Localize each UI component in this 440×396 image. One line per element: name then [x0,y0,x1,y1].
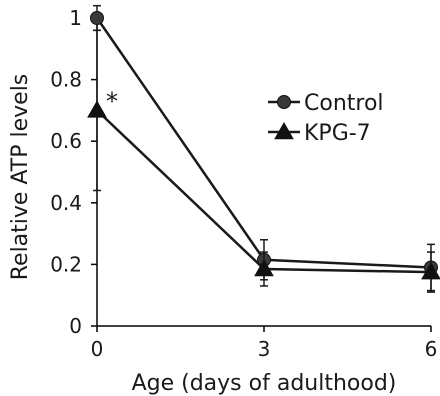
legend-label: Control [304,91,384,116]
axes: 0 0.2 0.4 0.6 0.8 1 0 3 6 [50,6,437,361]
legend-marker [277,95,291,109]
data-point [90,11,104,25]
data-point [421,262,440,280]
series-kpg-7 [87,29,440,293]
legend: Control KPG-7 [268,91,384,146]
data-point [254,259,274,277]
y-tick-label: 0.4 [50,191,82,215]
x-tick-label: 3 [258,337,271,361]
y-tick-label: 0.6 [50,129,82,153]
y-tick-label: 1 [69,6,82,30]
x-tick-label: 6 [425,337,438,361]
legend-marker [274,121,294,140]
y-axis-label: Relative ATP levels [8,74,33,281]
significance-annotation: * [106,87,118,115]
legend-label: KPG-7 [304,121,371,146]
plot-area: * [87,4,440,293]
x-axis-label: Age (days of adulthood) [132,371,397,396]
data-point [87,100,107,118]
y-tick-label: 0.8 [50,68,82,92]
y-tick-label: 0 [69,314,82,338]
y-tick-label: 0.2 [50,252,82,276]
series-line [95,17,432,269]
series-control [90,4,438,292]
x-tick-label: 0 [91,337,104,361]
